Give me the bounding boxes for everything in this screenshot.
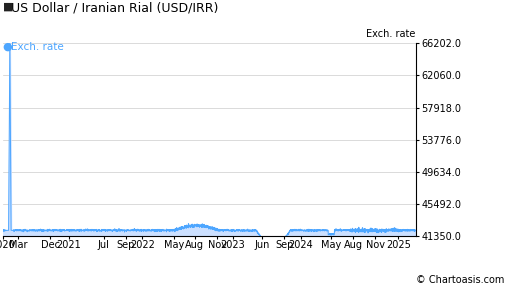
Text: US Dollar / Iranian Rial (USD/IRR): US Dollar / Iranian Rial (USD/IRR) <box>11 1 219 14</box>
Text: ●: ● <box>3 42 12 52</box>
Text: Exch. rate: Exch. rate <box>367 29 416 39</box>
Text: Exch. rate: Exch. rate <box>11 42 64 52</box>
Text: © Chartoasis.com: © Chartoasis.com <box>416 275 504 285</box>
Text: ■: ■ <box>3 1 13 12</box>
